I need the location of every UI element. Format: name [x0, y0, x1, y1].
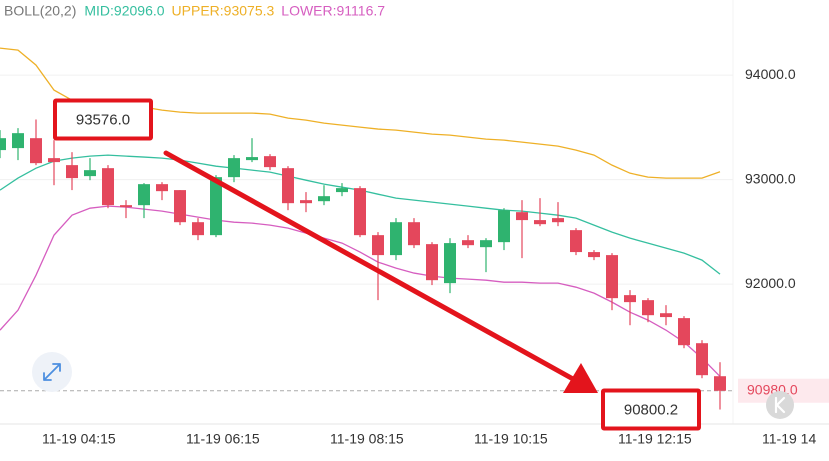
candle-body: [534, 220, 546, 225]
candle-body: [588, 252, 600, 258]
candle-body: [624, 295, 636, 303]
candle-body: [246, 157, 258, 161]
y-tick-label: 92000.0: [745, 275, 796, 291]
candle-body: [516, 212, 528, 221]
grid: [0, 0, 734, 424]
candle-body: [552, 218, 564, 223]
candle-body: [120, 205, 132, 208]
candle-body: [372, 235, 384, 256]
candle-body: [192, 222, 204, 236]
candle-body: [570, 230, 582, 253]
candle-body: [408, 222, 420, 246]
legend-entry: LOWER:91116.7: [281, 3, 385, 19]
candle-body: [12, 133, 24, 149]
candle-body: [642, 300, 654, 316]
x-tick-label: 11-19 12:15: [618, 431, 692, 447]
candle-body: [210, 177, 222, 236]
y-tick-label: 93000.0: [745, 170, 796, 186]
candle-body: [354, 188, 366, 236]
candle-body: [30, 138, 42, 164]
candle-body: [498, 210, 510, 243]
candle-body: [228, 158, 240, 178]
candle-body: [678, 318, 690, 346]
annotation-box: [53, 98, 153, 141]
candle-body: [462, 240, 474, 246]
candle-body: [660, 313, 672, 318]
candle-body: [264, 156, 276, 168]
candle-body: [696, 343, 708, 376]
candle-body: [138, 184, 150, 206]
legend-entry: UPPER:93075.3: [172, 3, 275, 19]
axis-labels: 92000.0 93000.0 94000.0 11-19 04:15 11-19 06…: [42, 66, 829, 447]
candle-body: [156, 184, 168, 192]
candle-body: [390, 222, 402, 256]
annotations: 93576.0 90800.2: [53, 98, 701, 431]
annotation-label: 90800.2: [624, 401, 678, 418]
candle-body: [714, 376, 726, 391]
x-tick-label: 11-19 04:15: [42, 431, 116, 447]
annotation-box: [601, 388, 701, 431]
x-tick-label: 11-19 06:15: [186, 431, 260, 447]
plot-area: [0, 47, 733, 410]
candle-body: [300, 200, 312, 204]
x-tick-label: 11-19 10:15: [474, 431, 548, 447]
candle-body: [282, 168, 294, 204]
candle-body: [318, 196, 330, 202]
candle-body: [606, 255, 618, 299]
candle-body: [0, 138, 6, 151]
legend-entry: MID:92096.0: [84, 3, 164, 19]
expand-button[interactable]: [32, 352, 72, 392]
trend-arrow: [163, 150, 576, 382]
candle-body: [48, 158, 60, 163]
candle-body: [84, 170, 96, 177]
y-tick-label: 94000.0: [745, 66, 796, 82]
x-tick-label: 11-19 08:15: [330, 431, 404, 447]
candle-body: [426, 244, 438, 281]
candle-body: [336, 188, 348, 193]
legend: BOLL(20,2) MID:92096.0 UPPER:93075.3 LOWER…: [4, 3, 385, 19]
k-button[interactable]: [766, 391, 794, 419]
x-tick-label: 11-19 14: [762, 431, 816, 447]
indicator-label: BOLL(20,2): [4, 3, 76, 19]
candle-body: [102, 168, 114, 206]
candle-body: [66, 165, 78, 179]
annotation-label: 93576.0: [76, 111, 130, 128]
candle-body: [480, 240, 492, 248]
candle-body: [174, 190, 186, 223]
trend-arrow-head: [563, 363, 598, 393]
candle-body: [444, 243, 456, 284]
